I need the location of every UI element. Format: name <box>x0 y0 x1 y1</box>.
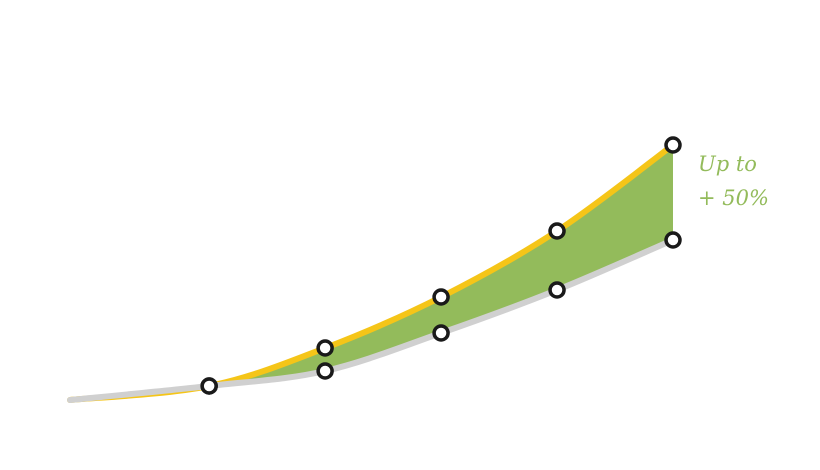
point-marker <box>316 362 334 380</box>
point-marker <box>432 288 450 306</box>
point-marker <box>548 281 566 299</box>
line <box>67 237 676 403</box>
point-marker <box>548 222 566 240</box>
annotation: + 50% <box>698 186 769 210</box>
point-marker <box>664 136 682 154</box>
gain-area <box>70 145 673 400</box>
point-marker <box>432 324 450 342</box>
point-marker <box>200 377 218 395</box>
point-marker <box>316 339 334 357</box>
annotation: Up to <box>698 152 757 176</box>
point-marker <box>664 231 682 249</box>
